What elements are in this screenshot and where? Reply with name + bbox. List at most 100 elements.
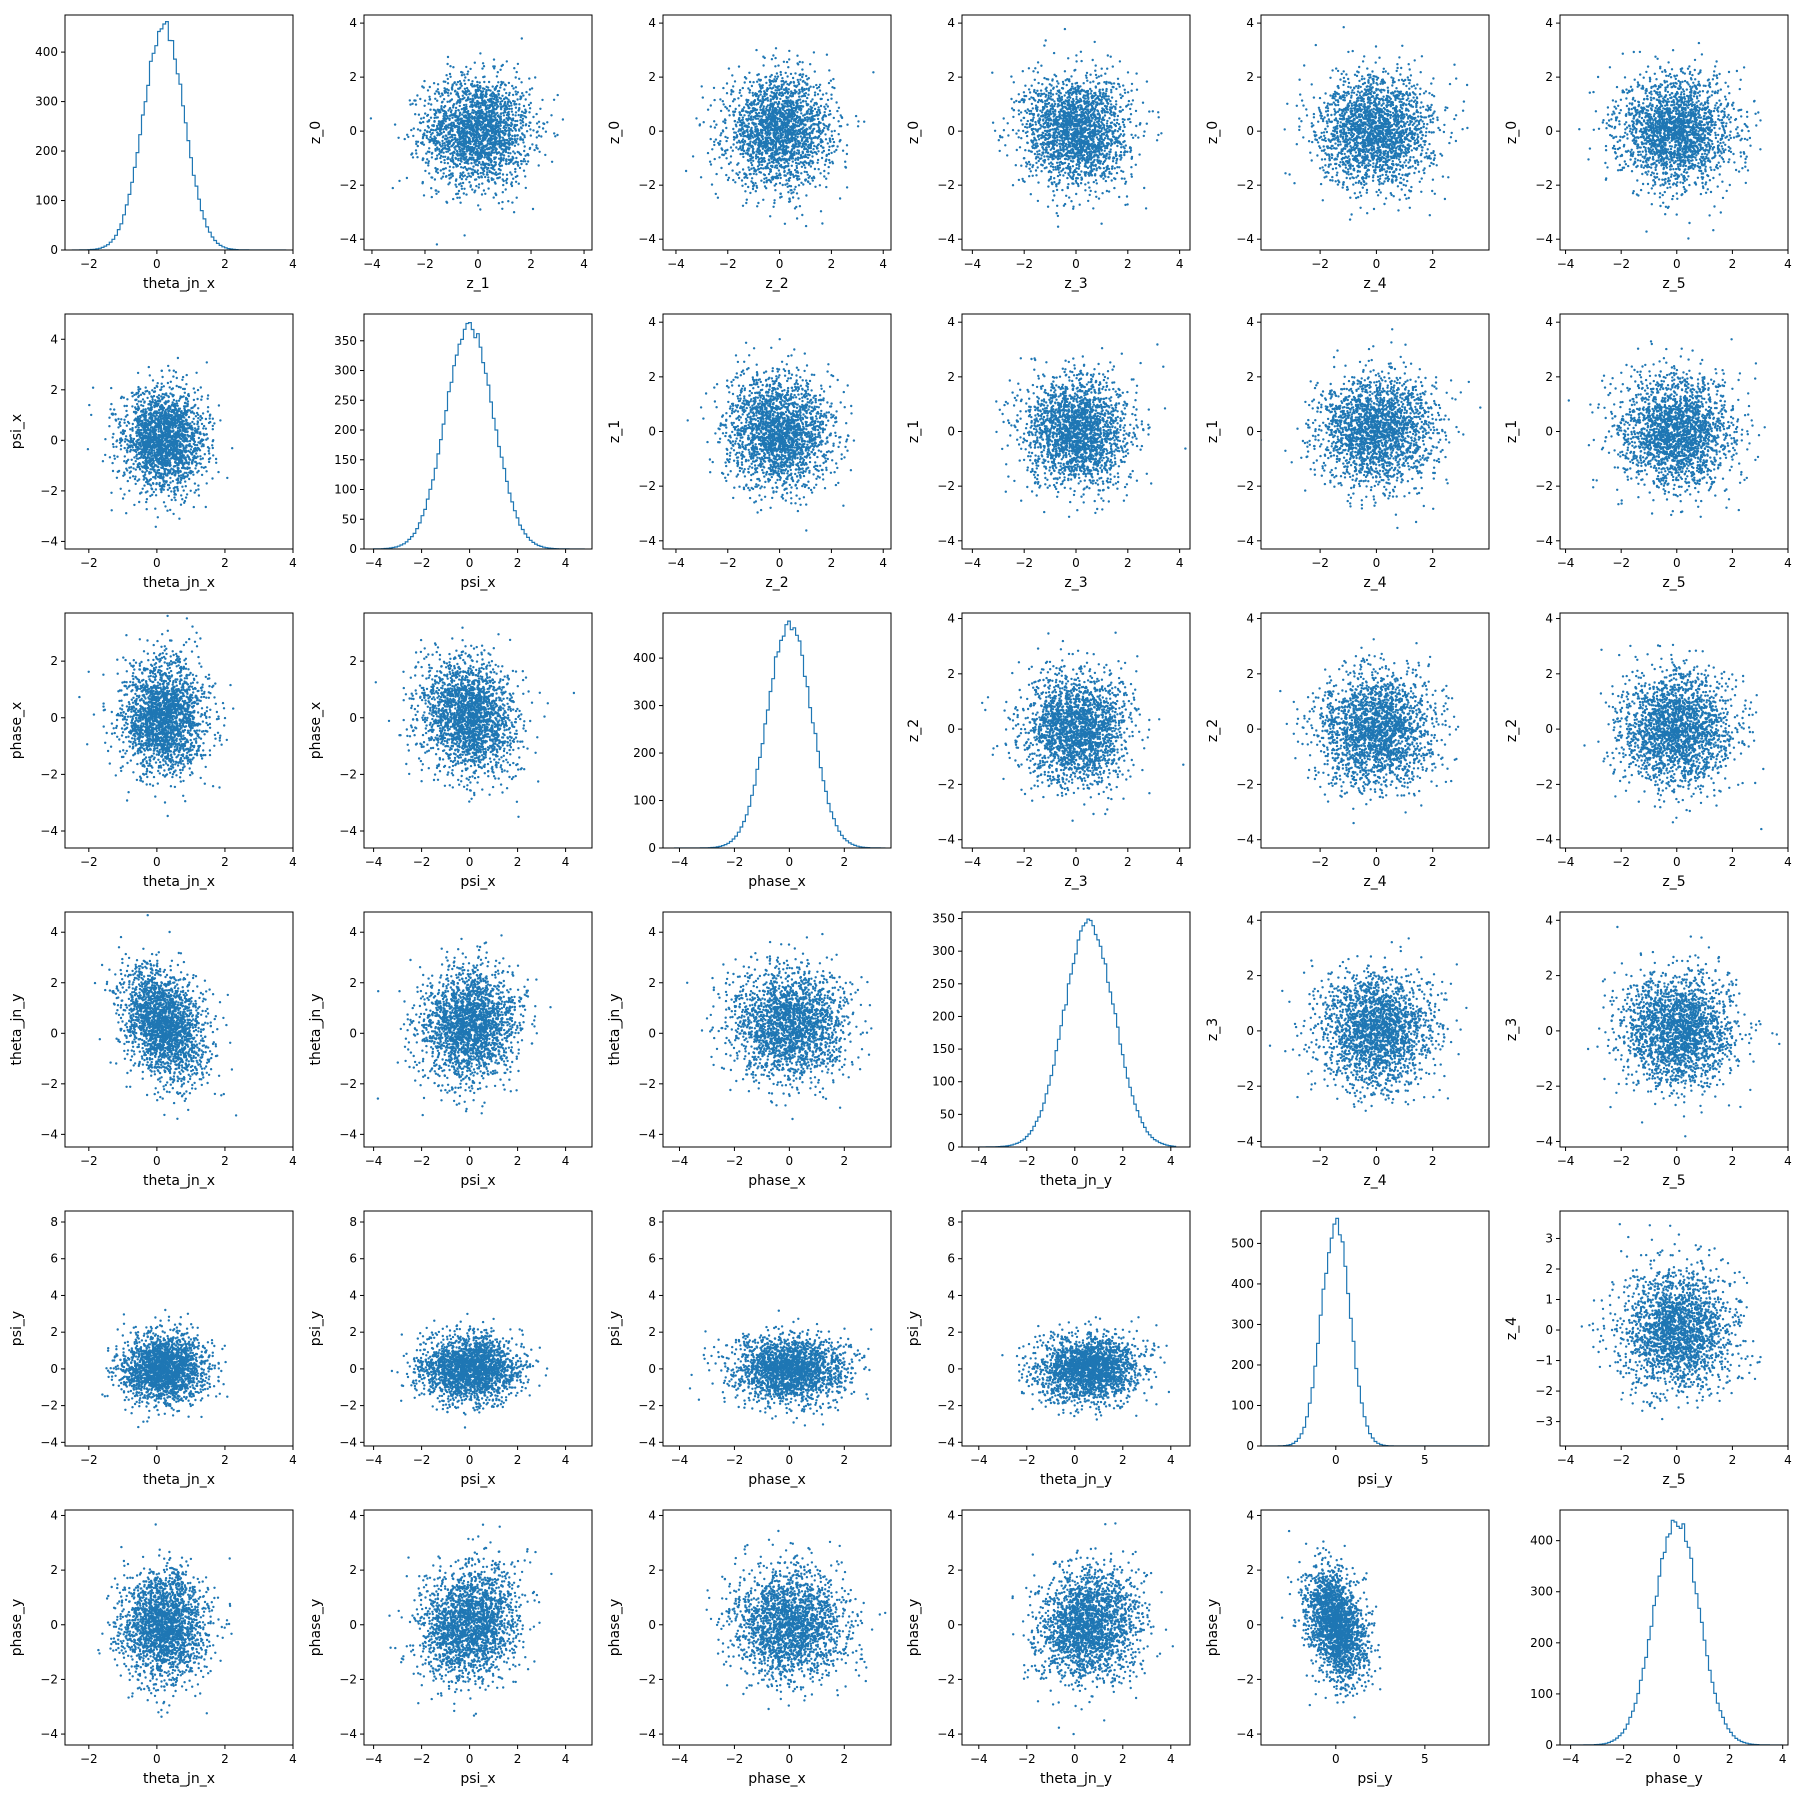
scatter-point [502,184,504,186]
scatter-point [428,96,430,98]
scatter-point [474,62,476,64]
scatter-point [550,114,552,116]
scatter-point [797,157,799,159]
scatter-point [1130,113,1132,115]
scatter-point [515,140,517,142]
scatter-point [810,124,812,126]
scatter-point [516,71,518,73]
scatter-point [448,170,450,172]
scatter-point [821,98,823,100]
scatter-point [744,140,746,142]
scatter-point [816,153,818,155]
scatter-point [506,178,508,180]
scatter-point [484,116,486,118]
scatter-point [478,145,480,147]
scatter-point [811,155,813,157]
scatter-point [800,109,802,111]
scatter-point [751,145,753,147]
scatter-point [496,106,498,108]
scatter-point [483,167,485,169]
scatter-point [459,202,461,204]
scatter-point [451,85,453,87]
scatter-point [516,134,518,136]
scatter-point [497,173,499,175]
scatter-point [421,182,423,184]
scatter-point [444,91,446,93]
y-tick-label: −4 [339,232,357,246]
scatter-point [728,109,730,111]
scatter-point [1071,83,1073,85]
scatter-point [457,81,459,83]
scatter-point [725,140,727,142]
scatter-point [824,133,826,135]
scatter-point [477,103,479,105]
scatter-point [415,141,417,143]
scatter-point [722,87,724,89]
scatter-point [775,172,777,174]
scatter-point [512,163,514,165]
scatter-point [796,111,798,113]
scatter-point [825,125,827,127]
scatter-point [416,156,418,158]
scatter-point [779,196,781,198]
scatter-point [442,136,444,138]
scatter-point [490,93,492,95]
scatter-point [742,116,744,118]
scatter-point [756,125,758,127]
scatter-point [758,168,760,170]
scatter-point [436,131,438,133]
scatter-point [742,153,744,155]
scatter-point [785,87,787,89]
scatter-point [790,120,792,122]
scatter-point [742,205,744,207]
scatter-point [460,118,462,120]
scatter-point [745,118,747,120]
scatter-point [429,98,431,100]
scatter-point [478,186,480,188]
scatter-point [801,122,803,124]
scatter-point [517,143,519,145]
scatter-point [1004,144,1006,146]
scatter-point [444,144,446,146]
y-tick-label: 0 [50,243,58,257]
scatter-point [406,134,408,136]
scatter-point [444,126,446,128]
scatter-point [451,117,453,119]
scatter-point [520,116,522,118]
scatter-point [483,163,485,165]
scatter-point [472,95,474,97]
scatter-point [737,121,739,123]
scatter-point [449,76,451,78]
scatter-point [455,178,457,180]
scatter-point [509,117,511,119]
scatter-point [471,168,473,170]
scatter-point [461,108,463,110]
scatter-point [431,153,433,155]
scatter-point [796,116,798,118]
scatter-point [733,114,735,116]
scatter-point [715,193,717,195]
scatter-point [1095,196,1097,198]
scatter-point [803,93,805,95]
scatter-point [811,130,813,132]
scatter-point [714,158,716,160]
scatter-point [465,94,467,96]
scatter-point [506,146,508,148]
scatter-point [506,103,508,105]
scatter-point [992,122,994,124]
scatter-point [1118,135,1120,137]
scatter-point [474,102,476,104]
scatter-point [523,170,525,172]
scatter-point [434,144,436,146]
scatter-point [465,90,467,92]
scatter-point [817,159,819,161]
scatter-point [445,111,447,113]
scatter-point [1079,204,1081,206]
scatter-point [782,109,784,111]
scatter-point [748,72,750,74]
scatter-point [753,102,755,104]
scatter-point [715,124,717,126]
scatter-point [844,161,846,163]
scatter-point [802,100,804,102]
scatter-point [745,202,747,204]
